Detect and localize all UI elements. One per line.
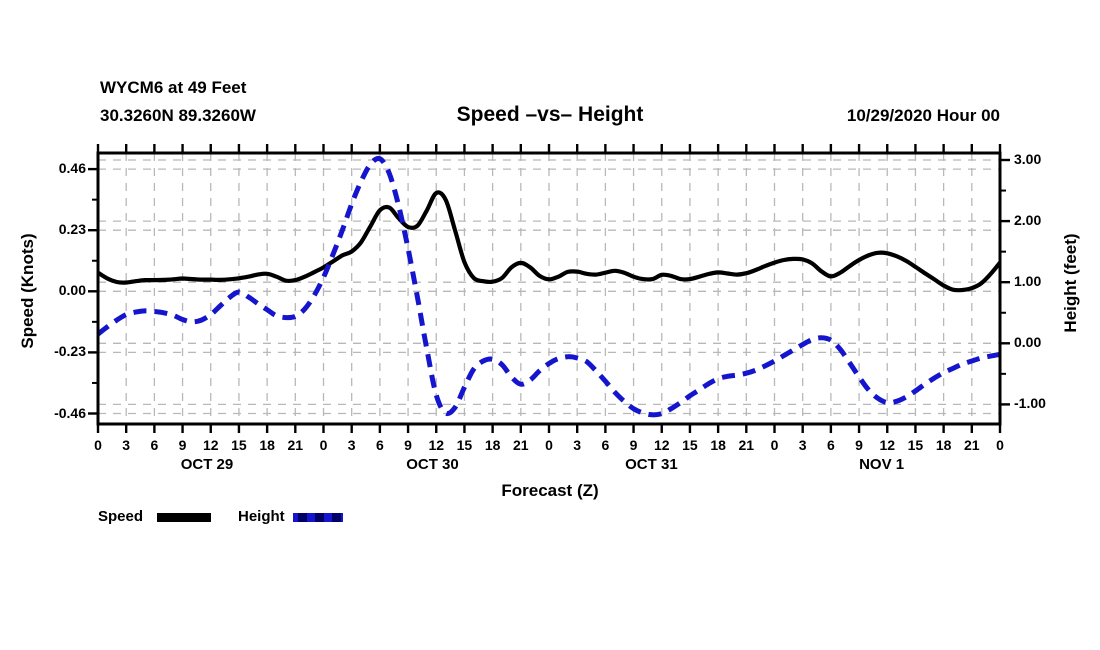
hour-tick-label: 12 (202, 437, 219, 453)
hour-tick-label: 12 (428, 437, 445, 453)
speed-tick-label: 0.23 (58, 221, 86, 238)
series-line-height (96, 155, 1001, 418)
speed-tick-label: 0.46 (58, 160, 86, 177)
day-label: OCT 29 (180, 456, 234, 473)
speed-tick-label: 0.00 (58, 282, 86, 299)
hour-tick-label: 21 (513, 437, 529, 453)
hour-tick-label: 6 (375, 437, 384, 453)
speed-tick-label: -0.23 (54, 343, 86, 360)
legend-height-label: Height (238, 508, 285, 525)
hour-tick-label: 18 (484, 437, 501, 453)
day-label: OCT 30 (406, 456, 459, 473)
chart-title: Speed –vs– Height (456, 103, 644, 126)
hour-tick-label: 18 (935, 437, 952, 453)
hour-tick-label: 3 (347, 437, 356, 453)
height-tick-label: 1.00 (1014, 273, 1042, 290)
height-tick-label: 0.00 (1014, 334, 1042, 351)
height-tick-label: 3.00 (1014, 151, 1042, 167)
hour-tick-label: 12 (879, 437, 896, 453)
hour-tick-label: 0 (545, 437, 553, 453)
hour-tick-label: 3 (122, 437, 131, 453)
hour-tick-label: 3 (573, 437, 582, 453)
hour-tick-label: 21 (964, 437, 980, 453)
hour-tick-label: 0 (770, 437, 779, 453)
hour-tick-label: 21 (738, 437, 755, 453)
hour-tick-label: 18 (710, 437, 726, 453)
height-tick-label: -1.00 (1014, 395, 1046, 412)
hour-tick-label: 15 (682, 437, 698, 453)
hour-tick-label: 6 (150, 437, 159, 453)
hour-tick-label: 12 (653, 437, 670, 453)
hour-tick-label: 15 (231, 437, 247, 453)
station-coordinates-line: 30.3260N 89.3260W (100, 106, 256, 125)
legend-speed-line-swatch (157, 513, 211, 522)
hour-tick-label: 6 (601, 437, 610, 453)
hour-tick-label: 0 (996, 437, 1004, 453)
forecast-start-datetime: 10/29/2020 Hour 00 (846, 106, 1000, 125)
hour-tick-label: 18 (259, 437, 275, 453)
hour-tick-label: 0 (319, 437, 328, 453)
hour-tick-label: 6 (826, 437, 835, 453)
hour-tick-label: 0 (94, 437, 102, 453)
hour-tick-label: 9 (178, 437, 187, 453)
speed-tick-label: -0.46 (54, 404, 86, 421)
day-label: OCT 31 (625, 456, 678, 473)
station-name-line: WYCM6 at 49 Feet (100, 78, 247, 97)
legend-speed-label: Speed (98, 508, 144, 525)
hour-tick-label: 3 (798, 437, 807, 453)
hour-tick-label: 9 (629, 437, 638, 453)
series-line-speed (96, 190, 1002, 293)
hour-tick-label: 9 (855, 437, 863, 453)
hour-tick-label: 15 (907, 437, 924, 453)
x-axis-title: Forecast (Z) (501, 481, 599, 500)
hour-tick-label: 9 (404, 437, 412, 453)
height-tick-label: 2.00 (1014, 212, 1042, 229)
legend-height-line-swatch (293, 513, 343, 522)
hour-tick-label: 15 (456, 437, 473, 453)
hour-tick-label: 21 (287, 437, 304, 453)
day-label: NOV 1 (859, 456, 905, 473)
